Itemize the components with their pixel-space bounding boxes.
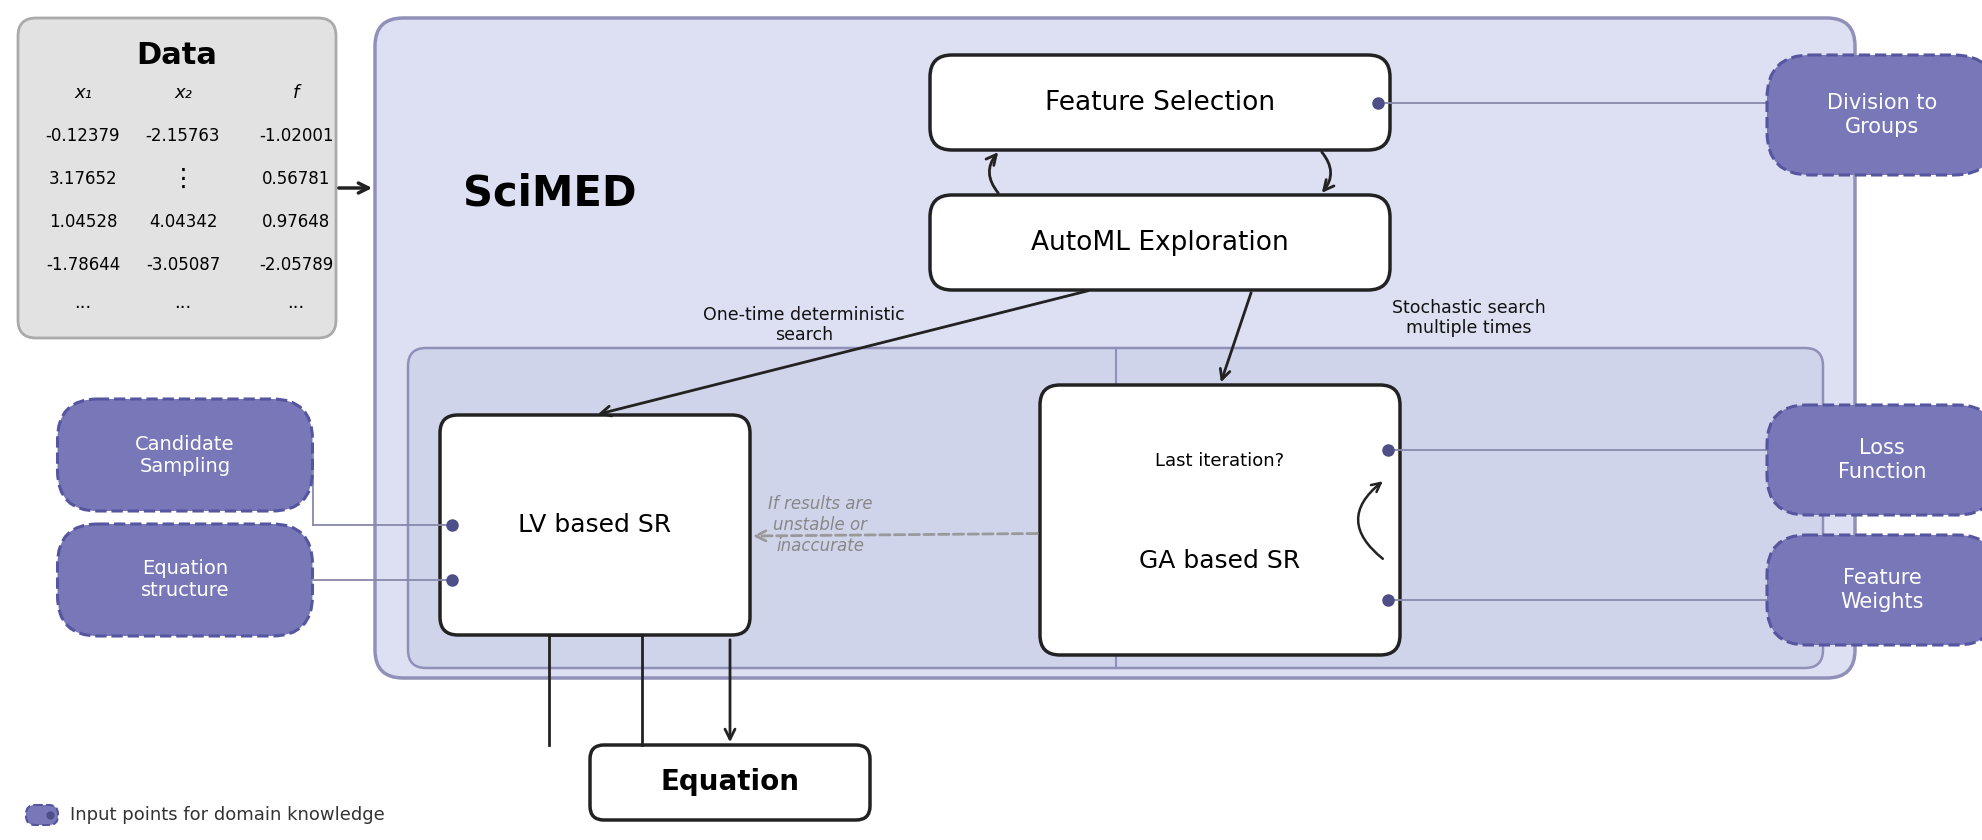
- Text: -1.02001: -1.02001: [260, 127, 333, 145]
- Text: 4.04342: 4.04342: [149, 213, 218, 231]
- Text: Feature Selection: Feature Selection: [1045, 90, 1274, 115]
- Text: Equation
structure: Equation structure: [141, 559, 230, 601]
- FancyBboxPatch shape: [18, 18, 337, 338]
- Text: -2.05789: -2.05789: [260, 256, 333, 274]
- Text: Equation: Equation: [660, 769, 799, 796]
- Text: x₂: x₂: [174, 84, 192, 102]
- Text: GA based SR: GA based SR: [1140, 549, 1300, 573]
- Text: Division to
Groups: Division to Groups: [1827, 93, 1936, 137]
- Text: 0.56781: 0.56781: [262, 170, 331, 188]
- FancyBboxPatch shape: [26, 805, 57, 825]
- Text: -1.78644: -1.78644: [46, 256, 121, 274]
- Text: 1.04528: 1.04528: [50, 213, 117, 231]
- Text: SciMED: SciMED: [464, 172, 636, 214]
- FancyBboxPatch shape: [1768, 55, 1982, 175]
- FancyBboxPatch shape: [1768, 405, 1982, 515]
- FancyBboxPatch shape: [930, 195, 1389, 290]
- FancyBboxPatch shape: [408, 348, 1823, 668]
- Text: Last iteration?: Last iteration?: [1156, 452, 1284, 470]
- Text: Feature
Weights: Feature Weights: [1839, 569, 1925, 612]
- Text: Loss
Function: Loss Function: [1837, 438, 1927, 481]
- FancyBboxPatch shape: [57, 399, 313, 511]
- Text: f: f: [293, 84, 299, 102]
- FancyBboxPatch shape: [1041, 385, 1399, 655]
- Text: ...: ...: [75, 294, 91, 312]
- Text: Candidate
Sampling: Candidate Sampling: [135, 434, 234, 475]
- Text: If results are
unstable or
inaccurate: If results are unstable or inaccurate: [767, 496, 872, 554]
- Text: Data: Data: [137, 41, 218, 71]
- Text: 0.97648: 0.97648: [262, 213, 331, 231]
- Text: AutoML Exploration: AutoML Exploration: [1031, 229, 1288, 255]
- Text: -2.15763: -2.15763: [147, 127, 220, 145]
- Text: -3.05087: -3.05087: [147, 256, 220, 274]
- Text: -0.12379: -0.12379: [46, 127, 121, 145]
- Text: LV based SR: LV based SR: [519, 513, 672, 537]
- FancyBboxPatch shape: [1768, 535, 1982, 645]
- Text: ...: ...: [287, 294, 305, 312]
- Text: 3.17652: 3.17652: [50, 170, 117, 188]
- FancyBboxPatch shape: [930, 55, 1389, 150]
- FancyBboxPatch shape: [57, 524, 313, 636]
- Text: Input points for domain knowledge: Input points for domain knowledge: [69, 806, 385, 824]
- FancyBboxPatch shape: [440, 415, 749, 635]
- Text: One-time deterministic
search: One-time deterministic search: [704, 306, 906, 344]
- Text: x₁: x₁: [73, 84, 91, 102]
- FancyBboxPatch shape: [591, 745, 870, 820]
- Text: ...: ...: [174, 294, 192, 312]
- Text: ⋮: ⋮: [170, 167, 196, 191]
- FancyBboxPatch shape: [375, 18, 1855, 678]
- Text: Stochastic search
multiple times: Stochastic search multiple times: [1393, 298, 1546, 338]
